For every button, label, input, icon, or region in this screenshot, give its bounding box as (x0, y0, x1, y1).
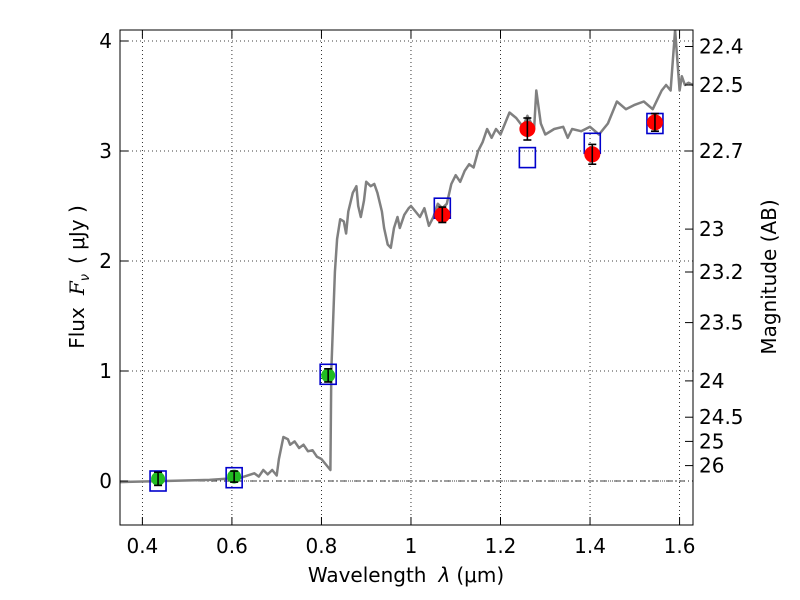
model-box-layer (149, 112, 664, 492)
plot-area (120, 30, 693, 525)
x-axis-unit: (μm) (456, 563, 504, 587)
magnitude-tick-label: 22.4 (699, 35, 744, 59)
y-axis-unit: ( μJy ) (65, 205, 89, 264)
x-tick-label: 1.6 (664, 534, 696, 558)
model-flux-box (149, 470, 167, 492)
y-axis-title: Flux Fν ( μJy ) (65, 205, 93, 349)
model-flux-box (319, 363, 337, 386)
model-flux-box (225, 466, 243, 489)
grid (120, 30, 693, 525)
magnitude-tick-label: 24 (699, 369, 724, 393)
ticks (120, 30, 693, 525)
y-tick-label: 2 (99, 249, 112, 273)
y-axis-subscript: ν (78, 274, 93, 281)
x-tick-label: 1.2 (485, 534, 517, 558)
magnitude-tick-label: 22.5 (699, 73, 744, 97)
x-tick-label: 1.4 (574, 534, 606, 558)
x-tick-label: 0.4 (126, 534, 158, 558)
magnitude-tick-label: 24.5 (699, 405, 744, 429)
magnitude-tick-label: 23.2 (699, 260, 744, 284)
x-axis-title-word: Wavelength (308, 563, 427, 587)
y-tick-labels: 0 1 2 3 4 (99, 29, 112, 493)
y-tick-label: 4 (99, 29, 112, 53)
magnitude-tick-label: 26 (699, 454, 724, 478)
observed-point-layer (151, 112, 663, 487)
x-axis-title: Wavelength λ (μm) (308, 563, 504, 587)
y-tick-label: 0 (99, 469, 112, 493)
x-axis-symbol: λ (438, 563, 451, 587)
magnitude-tick-label: 22.7 (699, 139, 744, 163)
x-tick-labels: 0.4 0.6 0.8 1 1.2 1.4 1.6 (126, 534, 695, 558)
y-axis-symbol: F (65, 280, 89, 296)
right-axis-title: Magnitude (AB) (757, 199, 781, 354)
y-tick-label: 3 (99, 139, 112, 163)
spectrum-layer (120, 30, 693, 484)
magnitude-tick-label: 23.5 (699, 311, 744, 335)
magnitude-tick-label: 23 (699, 217, 724, 241)
x-tick-label: 1 (405, 534, 418, 558)
spectrum-line (120, 30, 693, 484)
magnitude-tick-label: 25 (699, 429, 724, 453)
x-tick-label: 0.8 (306, 534, 338, 558)
y-axis-title-word: Flux (65, 307, 89, 349)
x-tick-label: 0.6 (216, 534, 248, 558)
plot-frame (119, 29, 694, 526)
model-flux-box (518, 146, 537, 169)
y-tick-label: 1 (99, 359, 112, 383)
